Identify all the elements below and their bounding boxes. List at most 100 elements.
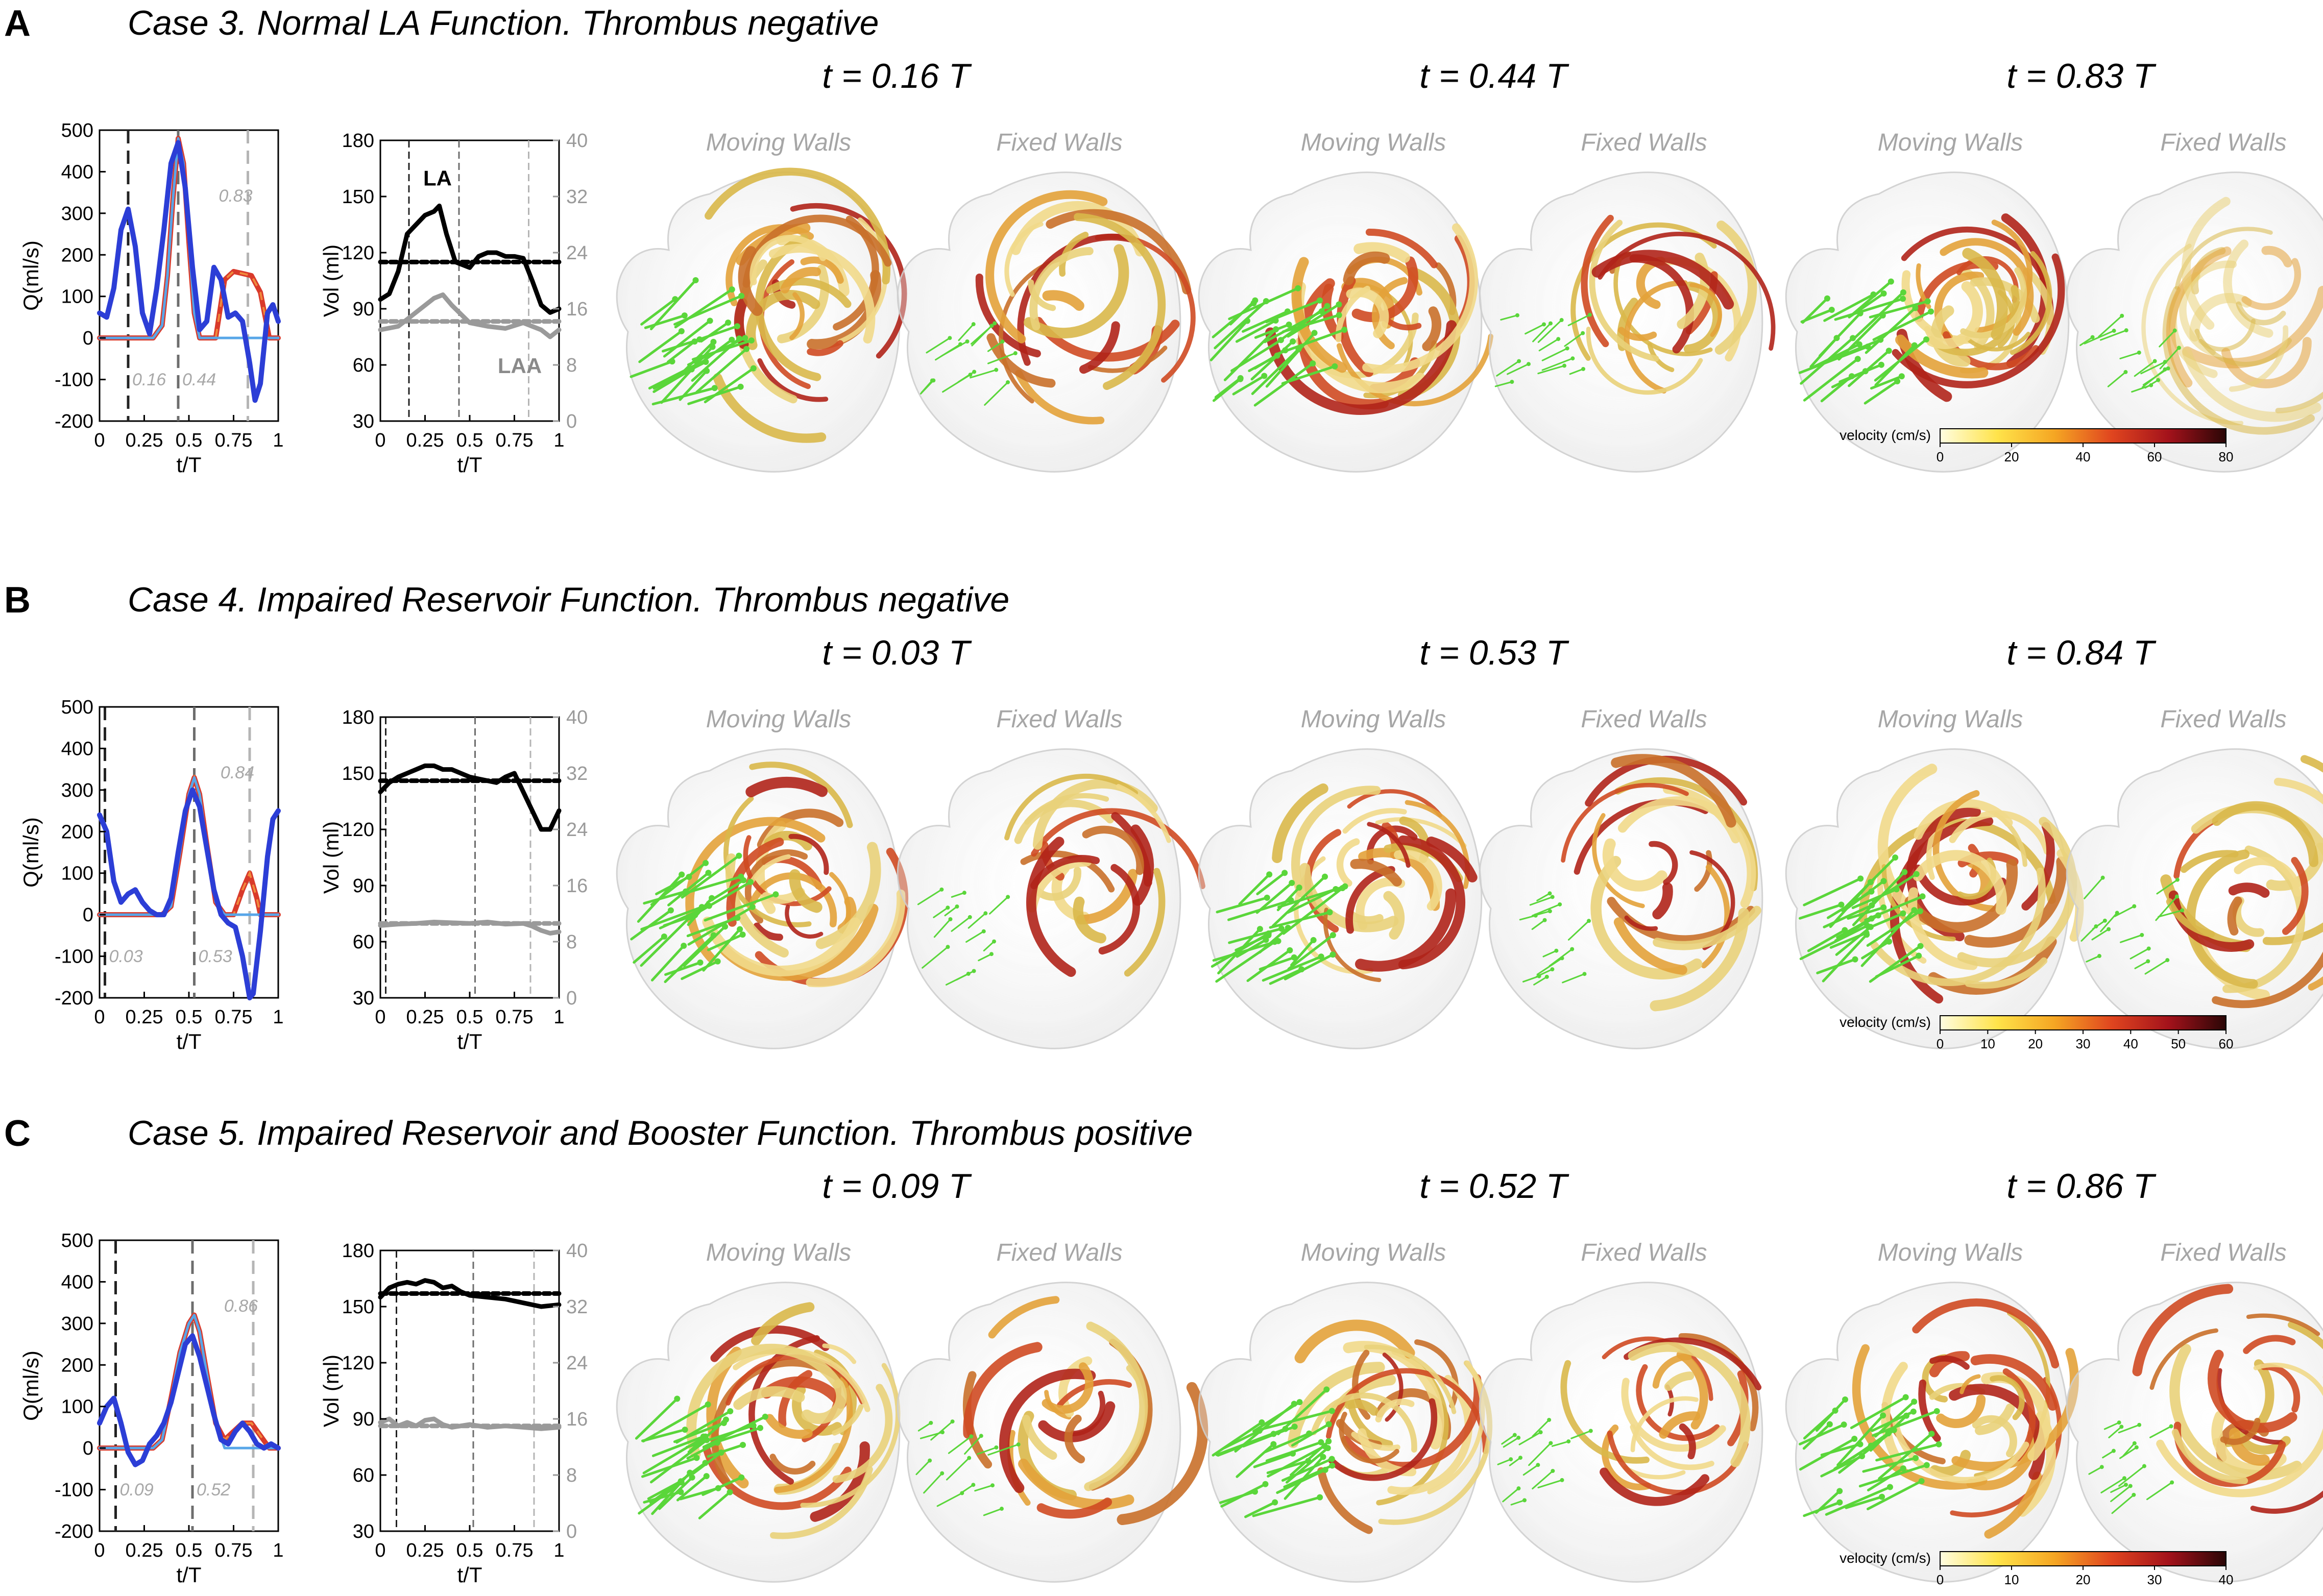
y-tick-label: 0 xyxy=(83,904,93,926)
velocity-arrow xyxy=(1497,1458,1512,1465)
velocity-arrow xyxy=(933,906,949,918)
vortex-tube xyxy=(1042,290,1084,311)
velocity-arrow-head xyxy=(1913,871,1920,877)
velocity-arrow xyxy=(1269,968,1303,985)
velocity-arrow-head xyxy=(1336,301,1342,308)
velocity-arrow xyxy=(2130,947,2150,960)
velocity-arrow-head xyxy=(1518,1456,1523,1460)
velocity-arrow xyxy=(1242,310,1289,333)
moving-walls-label: Moving Walls xyxy=(1301,706,1446,733)
colorbar-tick-label: 40 xyxy=(2076,449,2091,464)
velocity-arrow-head xyxy=(1006,895,1010,899)
velocity-arrow xyxy=(923,1472,943,1494)
x-axis-label: t/T xyxy=(177,1029,202,1053)
vortex-tube xyxy=(2241,258,2301,310)
vortex-tube xyxy=(1589,219,1659,362)
velocity-arrow xyxy=(1537,365,1565,375)
velocity-arrow-head xyxy=(2180,908,2185,913)
velocity-arrow-head xyxy=(711,385,718,391)
velocity-arrow xyxy=(638,330,683,363)
vortex-tube xyxy=(1592,813,1645,909)
vortex-tube xyxy=(1965,332,2030,352)
velocity-arrow xyxy=(644,314,686,329)
flow-render-moving xyxy=(1198,1282,1493,1583)
y-tick-label: 60 xyxy=(353,1465,374,1486)
velocity-arrow-head xyxy=(1537,974,1541,978)
velocity-arrow xyxy=(2088,1466,2103,1475)
velocity-arrow-head xyxy=(1339,885,1346,891)
velocity-arrow-head xyxy=(1928,308,1934,315)
vortex-tube xyxy=(985,190,1108,343)
vortex-tube xyxy=(2180,850,2239,873)
y2-tick-label: 8 xyxy=(566,931,577,953)
velocity-arrow-head xyxy=(1587,919,1591,923)
y-tick-label: 150 xyxy=(342,763,374,784)
y-tick-label: 30 xyxy=(353,411,374,432)
velocity-arrow xyxy=(2119,1446,2138,1459)
velocity-arrow xyxy=(1502,1487,1519,1503)
vortex-tube xyxy=(770,1466,873,1539)
velocity-arrow-head xyxy=(967,915,972,919)
velocity-arrow-head xyxy=(1328,1408,1335,1414)
vortex-tube xyxy=(807,340,843,356)
flow-render-moving xyxy=(1198,748,1483,1049)
vortex-tube xyxy=(2261,245,2292,267)
colorbar-tick-label: 60 xyxy=(2219,1036,2234,1051)
vortex-tube xyxy=(1664,1371,1695,1391)
vortex-tube xyxy=(1590,855,1703,980)
velocity-arrow xyxy=(640,298,676,326)
velocity-arrow xyxy=(1238,873,1271,905)
velocity-arrow xyxy=(921,380,933,394)
velocity-arrow-head xyxy=(705,870,712,876)
vortex-tube xyxy=(2171,1429,2248,1484)
velocity-arrow xyxy=(1862,1457,1917,1473)
velocity-arrow-head xyxy=(1581,366,1586,371)
velocity-arrow xyxy=(707,933,744,951)
colorbar-label: velocity (cm/s) xyxy=(1840,1550,1931,1566)
la-geometry-render xyxy=(1479,171,1776,473)
x-axis-label: t/T xyxy=(457,1029,482,1053)
vortex-tube xyxy=(749,872,837,927)
velocity-arrow xyxy=(1829,931,1868,949)
vortex-tube xyxy=(1613,258,1713,356)
velocity-arrow-head xyxy=(972,969,976,973)
velocity-arrow-head xyxy=(1912,305,1919,311)
velocity-arrow-head xyxy=(1582,972,1587,976)
velocity-arrow-head xyxy=(1515,313,1519,317)
case-title: Case 4. Impaired Reservoir Function. Thr… xyxy=(128,580,1009,619)
vortex-tube xyxy=(1414,1339,1459,1409)
vortex-tube xyxy=(1676,1350,1708,1430)
velocity-arrow-head xyxy=(1332,363,1338,370)
velocity-arrow-head xyxy=(1509,1457,1513,1462)
plot-frame xyxy=(379,716,560,999)
velocity-arrow-head xyxy=(992,939,997,944)
y-tick-label: 150 xyxy=(342,1296,374,1318)
velocity-arrow-head xyxy=(1291,1401,1297,1407)
velocity-arrow-head xyxy=(750,1422,757,1429)
velocity-arrow xyxy=(2091,928,2110,941)
y-tick-label: 0 xyxy=(83,328,93,349)
velocity-arrow-head xyxy=(1320,1454,1326,1460)
velocity-arrow xyxy=(2084,330,2115,345)
velocity-arrow-head xyxy=(1838,901,1845,908)
colorbar-tick-label: 0 xyxy=(1937,1572,1944,1587)
vortex-tube xyxy=(2227,896,2242,936)
vortex-tube xyxy=(2223,239,2273,338)
velocity-arrow-head xyxy=(742,335,748,341)
time-marker-label: 0.44 xyxy=(182,370,216,389)
la-geometry-render xyxy=(616,748,909,1049)
vortex-tube xyxy=(1940,238,2034,336)
velocity-arrow xyxy=(1860,909,1916,967)
velocity-arrow xyxy=(1284,953,1335,980)
velocity-arrow-head xyxy=(2170,1480,2174,1485)
vortex-tube xyxy=(1344,1399,1378,1416)
velocity-arrow xyxy=(1532,1419,1550,1437)
velocity-arrow-head xyxy=(1295,346,1302,353)
y2-tick-label: 32 xyxy=(566,1296,588,1318)
velocity-arrow-head xyxy=(687,1469,693,1476)
velocity-arrow xyxy=(1802,1422,1831,1450)
velocity-arrow-head xyxy=(727,1408,734,1414)
velocity-arrow-head xyxy=(989,952,994,956)
vortex-tube xyxy=(1375,817,1467,848)
velocity-arrow xyxy=(642,1403,710,1443)
